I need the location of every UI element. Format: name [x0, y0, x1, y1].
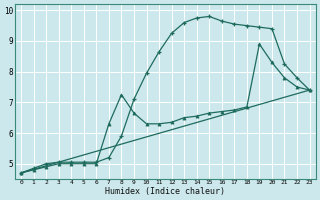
X-axis label: Humidex (Indice chaleur): Humidex (Indice chaleur) — [105, 187, 225, 196]
